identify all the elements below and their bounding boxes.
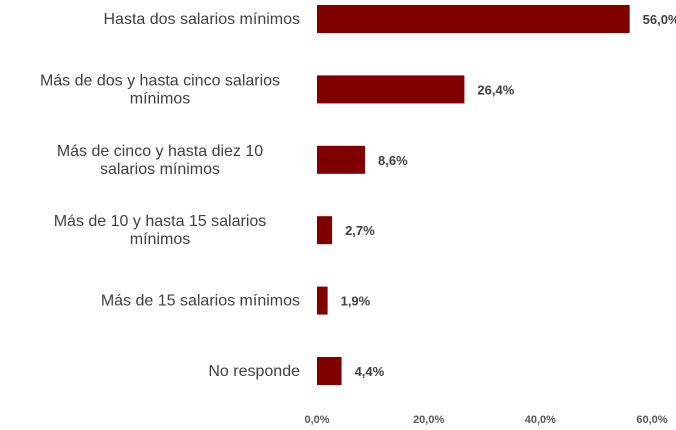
category-label: Hasta dos salarios mínimos bbox=[103, 11, 300, 28]
category-label-line: No responde bbox=[208, 363, 300, 380]
value-label: 26,4% bbox=[477, 82, 514, 97]
category-label-line: Más de dos y hasta cinco salarios bbox=[40, 72, 280, 89]
value-label: 56,0% bbox=[643, 12, 676, 27]
category-label-line: salarios mínimos bbox=[100, 161, 220, 178]
value-label: 1,9% bbox=[341, 294, 371, 309]
category-label: Más de 10 y hasta 15 salarios mínimos bbox=[54, 213, 267, 248]
category-label-line: Más de 10 y hasta 15 salarios bbox=[54, 213, 267, 230]
category-label-line: mínimos bbox=[130, 90, 190, 107]
bar bbox=[317, 75, 465, 104]
value-label: 4,4% bbox=[355, 364, 385, 379]
category-label-line: mínimos bbox=[130, 231, 190, 248]
value-label: 8,6% bbox=[378, 153, 408, 168]
category-label: Más de cinco y hasta diez 10 salarios mín… bbox=[57, 143, 263, 178]
x-tick-label: 0,0% bbox=[304, 414, 329, 425]
x-tick-label: 20,0% bbox=[413, 414, 444, 425]
bar bbox=[317, 286, 328, 315]
bar bbox=[317, 216, 333, 245]
x-tick-label: 40,0% bbox=[525, 414, 556, 425]
category-label-line: Hasta dos salarios mínimos bbox=[103, 11, 300, 28]
category-label: Más de 15 salarios mínimos bbox=[101, 293, 300, 310]
category-label: Más de dos y hasta cinco salarios mínimos bbox=[40, 72, 280, 107]
bar bbox=[317, 145, 366, 174]
x-tick-label: 60,0% bbox=[636, 414, 667, 425]
category-label-line: Más de cinco y hasta diez 10 bbox=[57, 143, 263, 160]
category-label: No responde bbox=[208, 363, 300, 380]
value-label: 2,7% bbox=[345, 223, 375, 238]
category-label-line: Más de 15 salarios mínimos bbox=[101, 293, 300, 310]
bar bbox=[317, 357, 342, 385]
bar bbox=[317, 5, 630, 33]
